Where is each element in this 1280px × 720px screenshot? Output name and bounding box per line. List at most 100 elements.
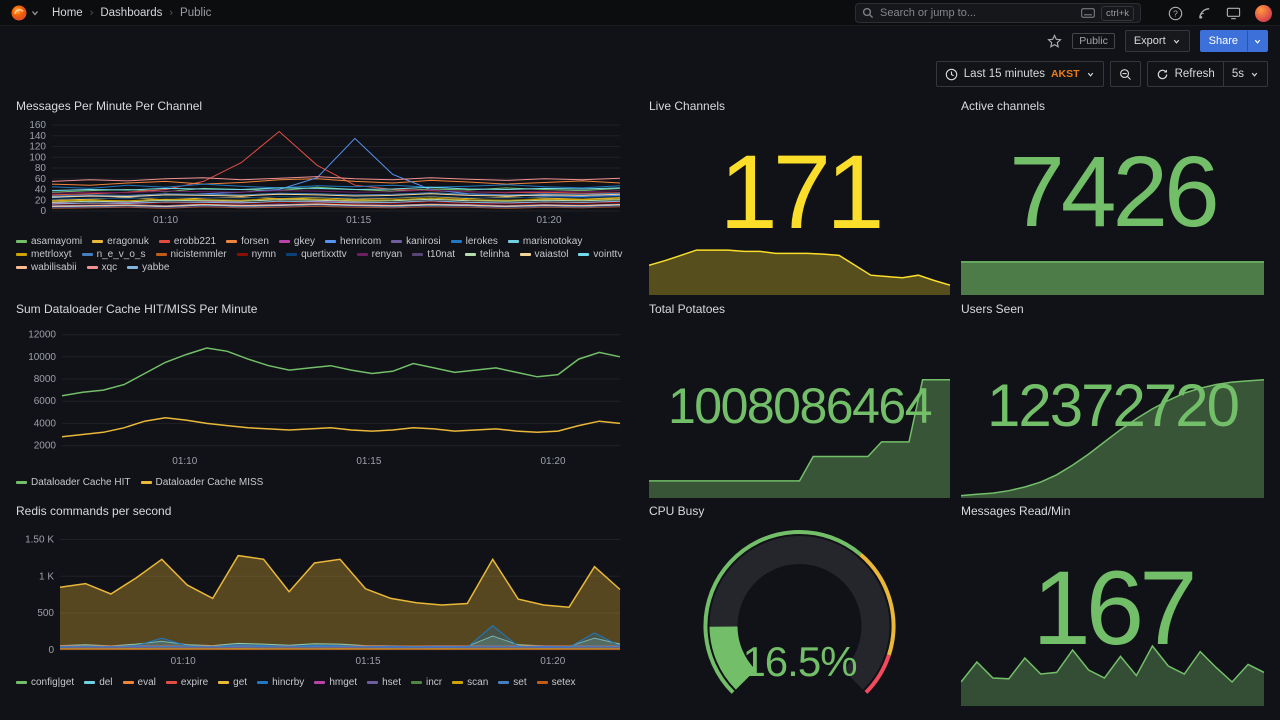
legend-item[interactable]: henricom (325, 236, 381, 247)
legend-item[interactable]: Dataloader Cache MISS (140, 477, 263, 488)
redis-commands-chart[interactable]: 0 500 1 K 1.50 K 01:10 01:15 01:20 (16, 526, 624, 668)
legend-swatch (122, 681, 134, 684)
live-channels-value: 171 (719, 133, 884, 251)
legend-item[interactable]: telinha (465, 249, 510, 260)
legend-item[interactable]: t10nat (412, 249, 455, 260)
legend-label: henricom (340, 236, 382, 247)
legend-item[interactable]: del (84, 677, 113, 688)
legend-swatch (450, 240, 462, 243)
legend-item[interactable]: hincrby (257, 677, 304, 688)
legend-item[interactable]: wabilisabii (16, 262, 77, 273)
legend-item[interactable]: eval (122, 677, 156, 688)
chevron-down-icon[interactable] (30, 8, 40, 18)
total-potatoes-sparkline (649, 378, 950, 498)
svg-text:160: 160 (29, 121, 46, 131)
legend-swatch (498, 681, 510, 684)
legend-item[interactable]: scan (452, 677, 488, 688)
legend-swatch (158, 240, 170, 243)
help-icon[interactable]: ? (1168, 6, 1183, 21)
legend-item[interactable]: metrloxyt (16, 249, 72, 260)
legend-item[interactable]: forsen (226, 236, 269, 247)
legend-swatch (578, 253, 590, 256)
legend-item[interactable]: renyan (356, 249, 402, 260)
monitor-icon[interactable] (1226, 6, 1241, 21)
search-input[interactable] (880, 7, 1076, 19)
breadcrumb-item[interactable]: Public (180, 6, 212, 19)
legend-item[interactable]: erobb221 (158, 236, 216, 247)
legend-item[interactable]: n_e_v_o_s (81, 249, 146, 260)
export-button[interactable]: Export (1124, 30, 1190, 52)
legend-swatch (314, 681, 326, 684)
legend-item[interactable]: hset (367, 677, 401, 688)
legend-item[interactable]: hmget (314, 677, 357, 688)
breadcrumb: Home › Dashboards › Public (52, 7, 211, 19)
dataloader-chart-legend: Dataloader Cache HIT Dataloader Cache MIS… (16, 477, 624, 488)
legend-swatch (155, 253, 167, 256)
legend-label: hincrby (272, 677, 305, 688)
share-button[interactable]: Share (1199, 30, 1247, 52)
search-bar[interactable]: ctrl+k (855, 3, 1141, 23)
legend-item[interactable]: xqc (86, 262, 117, 273)
legend-item[interactable]: marisnotokay (507, 236, 582, 247)
legend-item[interactable]: asamayomi (16, 236, 82, 247)
legend-label: get (233, 677, 248, 688)
breadcrumb-item[interactable]: Dashboards (100, 6, 163, 19)
legend-label: yabbe (142, 262, 170, 273)
time-range-picker[interactable]: Last 15 minutes AKST (935, 61, 1104, 87)
chevron-down-icon (1251, 72, 1258, 77)
active-channels-value: 7426 (1009, 136, 1219, 248)
legend-item[interactable]: lerokes (450, 236, 498, 247)
share-menu-button[interactable] (1247, 30, 1268, 52)
legend-item[interactable]: vointtv (578, 249, 622, 260)
zoom-out-button[interactable] (1109, 61, 1141, 87)
breadcrumb-item[interactable]: Home (52, 6, 83, 19)
messages-read-value: 167 (1032, 549, 1197, 667)
dataloader-cache-chart[interactable]: 2000 4000 6000 8000 10000 12000 01:10 01:15 01:2… (16, 324, 624, 468)
legend-swatch (391, 240, 403, 243)
panel-users-seen: Users Seen 12372720 (961, 300, 1264, 498)
legend-item[interactable]: gkey (278, 236, 315, 247)
legend-label: eval (137, 677, 156, 688)
legend-swatch (367, 681, 379, 684)
svg-text:100: 100 (29, 152, 46, 163)
clock-icon (945, 68, 958, 80)
legend-item[interactable]: config|get (16, 677, 74, 688)
svg-text:500: 500 (37, 608, 54, 619)
live-channels-sparkline (649, 249, 950, 295)
zoom-out-icon (1119, 68, 1131, 80)
grafana-logo-icon[interactable] (10, 4, 28, 22)
legend-item[interactable]: incr (411, 677, 442, 688)
news-rss-icon[interactable] (1197, 6, 1212, 21)
svg-text:1.50 K: 1.50 K (25, 534, 54, 545)
svg-text:4000: 4000 (34, 418, 57, 429)
legend-item[interactable]: set (498, 677, 527, 688)
legend-label: set (513, 677, 527, 688)
legend-item[interactable]: expire (165, 677, 208, 688)
legend-item[interactable]: kanirosi (391, 236, 441, 247)
legend-label: nicistemmler (170, 249, 227, 260)
legend-item[interactable]: nicistemmler (155, 249, 227, 260)
active-channels-sparkline (961, 261, 1264, 295)
refresh-button[interactable]: Refresh (1146, 61, 1224, 87)
panel-dataloader-cache: Sum Dataloader Cache HIT/MISS Per Minute… (16, 300, 624, 498)
legend-item[interactable]: vaiastol (519, 249, 568, 260)
legend-swatch (452, 681, 464, 684)
legend-swatch (16, 253, 27, 256)
legend-item[interactable]: quertixxttv (286, 249, 347, 260)
star-icon[interactable] (1047, 33, 1063, 49)
legend-swatch (218, 681, 230, 684)
legend-swatch (325, 240, 337, 243)
time-range-label: Last 15 minutes (963, 68, 1045, 80)
refresh-interval-picker[interactable]: 5s (1223, 61, 1268, 87)
panel-title: Redis commands per second (16, 504, 172, 518)
legend-item[interactable]: eragonuk (92, 236, 149, 247)
legend-item[interactable]: yabbe (127, 262, 169, 273)
legend-item[interactable]: Dataloader Cache HIT (16, 477, 131, 488)
legend-item[interactable]: nymn (236, 249, 276, 260)
user-avatar[interactable] (1255, 4, 1272, 22)
legend-item[interactable]: setex (536, 677, 576, 688)
legend-item[interactable]: get (218, 677, 247, 688)
refresh-interval-label: 5s (1231, 68, 1244, 80)
panel-cpu-busy: CPU Busy 16.5% (649, 502, 950, 706)
